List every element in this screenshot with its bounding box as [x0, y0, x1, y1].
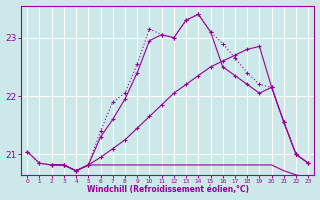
X-axis label: Windchill (Refroidissement éolien,°C): Windchill (Refroidissement éolien,°C) — [87, 185, 249, 194]
